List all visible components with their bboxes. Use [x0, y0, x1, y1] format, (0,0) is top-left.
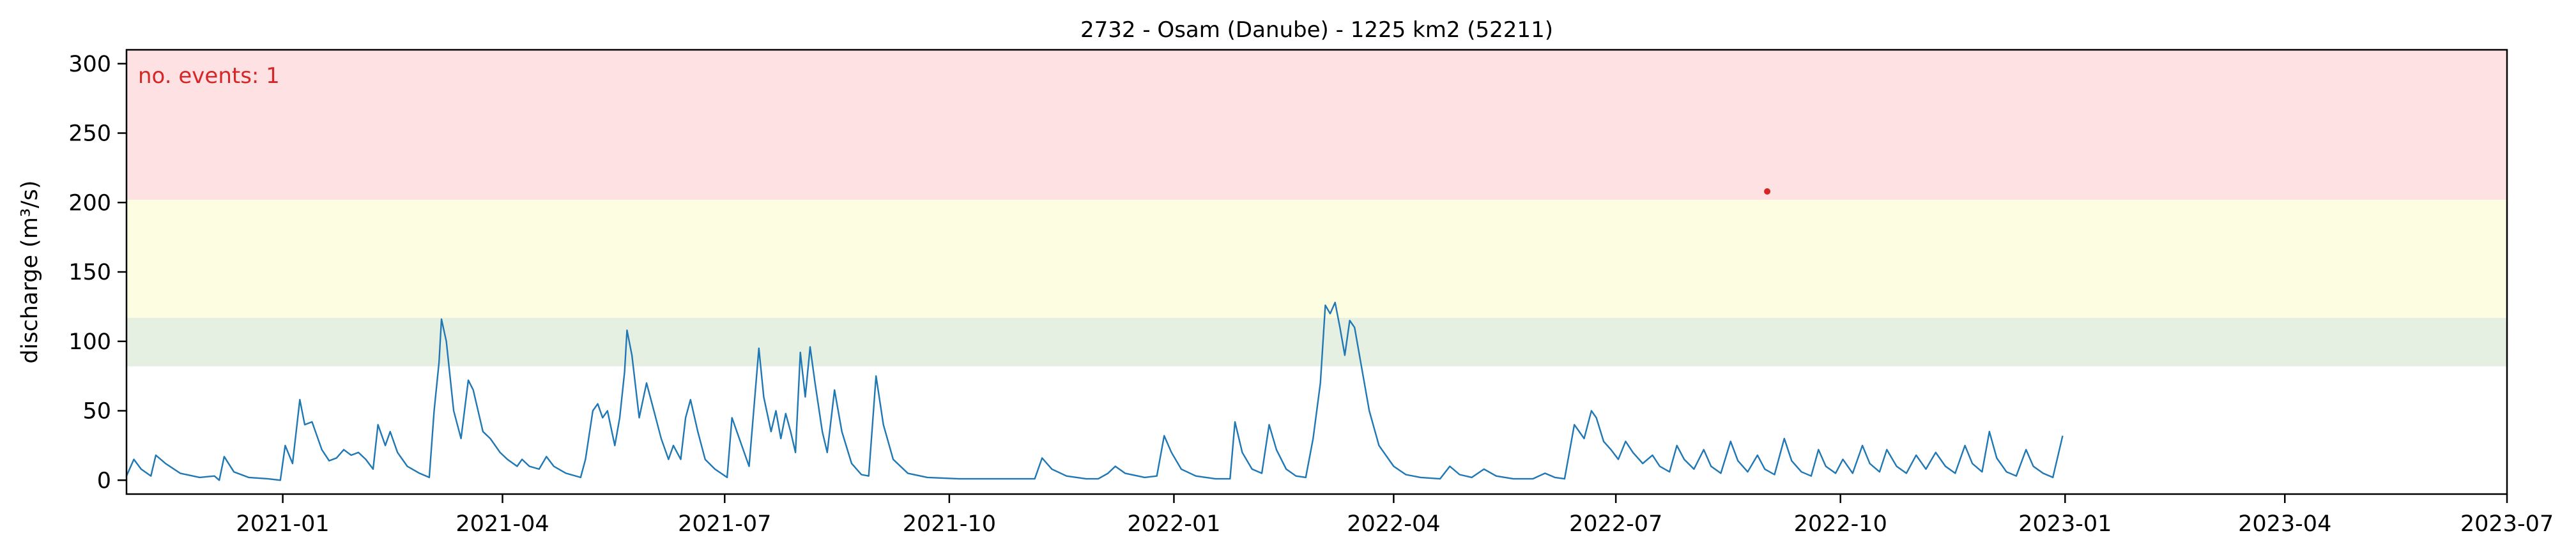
events-annotation: no. events: 1: [138, 63, 280, 89]
y-tick-label-1: 50: [82, 399, 111, 425]
y-tick-label-6: 300: [68, 52, 111, 77]
chart-title: 2732 - Osam (Danube) - 1225 km2 (52211): [1080, 17, 1553, 43]
y-tick-label-5: 250: [68, 121, 111, 147]
x-tick-label-2: 2021-07: [678, 511, 771, 537]
series-layer: [125, 301, 2064, 481]
x-tick-label-3: 2021-10: [903, 511, 996, 537]
x-tick-label-8: 2023-01: [2018, 511, 2112, 537]
y-tick-label-2: 100: [68, 329, 111, 355]
x-tick-label-1: 2021-04: [456, 511, 549, 537]
band-red: [126, 50, 2507, 200]
band-green: [126, 317, 2507, 366]
x-tick-label-10: 2023-07: [2460, 511, 2554, 537]
y-tick-label-3: 150: [68, 260, 111, 285]
y-axis: 0 50 100 150 200 250 300: [68, 52, 126, 493]
event-marker-0: [1764, 188, 1771, 195]
y-tick-label-0: 0: [97, 468, 111, 493]
band-yellow: [126, 199, 2507, 318]
series-line-0: [125, 301, 2064, 481]
threshold-bands: [126, 50, 2507, 366]
x-tick-label-6: 2022-07: [1569, 511, 1662, 537]
x-tick-label-5: 2022-04: [1347, 511, 1440, 537]
x-tick-label-4: 2022-01: [1127, 511, 1220, 537]
x-axis: 2021-01 2021-04 2021-07 2021-10 2022-01 2022-…: [236, 494, 2554, 537]
y-axis-label: discharge (m³/s): [17, 180, 43, 363]
y-tick-label-4: 200: [68, 190, 111, 216]
events-layer: [1764, 188, 1771, 195]
x-tick-label-0: 2021-01: [236, 511, 329, 537]
x-tick-label-9: 2023-04: [2238, 511, 2331, 537]
x-tick-label-7: 2022-10: [1794, 511, 1887, 537]
